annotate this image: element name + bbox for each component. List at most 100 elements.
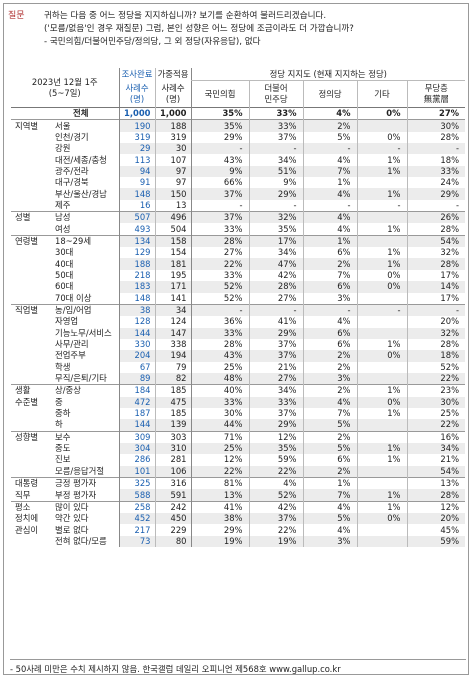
party-percent: 1% <box>356 258 407 270</box>
weighted-count: 82 <box>154 372 191 385</box>
weighted-count: 141 <box>154 292 191 305</box>
party-percent: 28% <box>190 234 249 248</box>
party-percent: - <box>406 143 466 155</box>
row-label: 부산/울산/경남 <box>55 188 107 199</box>
party-percent <box>356 234 407 248</box>
table-row: 사무/관리 330 338 28% 37% 6% 1% 28% <box>11 338 466 351</box>
weighted-count: 13 <box>154 199 191 212</box>
weighted-count: 316 <box>154 477 191 490</box>
row-label: 모름/응답거절 <box>55 465 105 476</box>
sample-count: 129 <box>118 247 155 259</box>
party-percent: 35% <box>190 119 249 132</box>
party-percent: 12% <box>406 500 466 514</box>
party-percent: 23% <box>406 384 466 397</box>
table-row: 대구/경북 91 97 66% 9% 1% 24% <box>11 177 466 189</box>
weighted-count: 319 <box>154 131 191 144</box>
row-label: 부정 평가자 <box>55 489 97 500</box>
party-percent: 28% <box>406 131 466 144</box>
party-percent <box>356 524 407 536</box>
party-percent: 48% <box>190 372 249 385</box>
party-percent: - <box>248 303 303 317</box>
party-percent: 71% <box>190 430 249 443</box>
party-percent: 5% <box>302 131 357 144</box>
sample-count: 188 <box>118 258 155 270</box>
party-percent: 2% <box>302 350 357 362</box>
party-percent: 33% <box>190 223 249 236</box>
party-percent: 22% <box>190 465 249 478</box>
row-label: 전업주부 <box>55 350 86 361</box>
weighted-count: 154 <box>154 247 191 259</box>
weighted-count: 450 <box>154 513 191 525</box>
party-percent: 54% <box>406 465 466 478</box>
sample-count: 319 <box>118 131 155 144</box>
group-label <box>11 454 49 465</box>
group-label <box>11 132 49 143</box>
group-label: 연령별 <box>11 234 49 248</box>
sample-count: 128 <box>118 316 155 328</box>
group-label <box>11 223 49 235</box>
party-percent: 36% <box>190 316 249 328</box>
row-label: 40대 <box>55 258 74 269</box>
party-percent: 1% <box>356 154 407 166</box>
party-percent: 52% <box>190 292 249 305</box>
party-percent: - <box>302 143 357 155</box>
weighted-count: 338 <box>154 338 191 351</box>
group-label <box>11 200 49 212</box>
party-percent: 4% <box>248 477 303 490</box>
weighted-count: 79 <box>154 361 191 373</box>
party-percent <box>356 419 407 432</box>
party-header-ppp: 국민의힘 <box>190 80 249 108</box>
party-percent: 4% <box>302 154 357 166</box>
party-percent: 19% <box>248 535 303 548</box>
table-row: 중도 304 310 25% 35% 5% 1% 34% <box>11 442 466 455</box>
group-label <box>11 316 49 327</box>
table-row: 대통령 긍정 평가자 325 316 81% 4% 1% 13% <box>11 477 466 490</box>
row-label: 대구/경북 <box>55 177 89 188</box>
party-percent: 0% <box>356 350 407 362</box>
party-percent: 34% <box>248 247 303 259</box>
party-percent <box>356 430 407 443</box>
n2-header-top: 가중적용 <box>154 68 191 81</box>
table-row: 전체 1,000 1,000 35% 33% 4% 0% 27% <box>11 107 466 120</box>
table-row: 기능노무/서비스 144 147 33% 29% 6% 32% <box>11 327 466 339</box>
weighted-count: 475 <box>154 396 191 408</box>
sample-count: 325 <box>118 477 155 490</box>
party-percent: 7% <box>302 407 357 420</box>
party-percent: 27% <box>248 372 303 385</box>
group-label: 성향별 <box>11 430 49 443</box>
party-percent: 27% <box>248 292 303 305</box>
weighted-count: 97 <box>154 177 191 189</box>
table-row: 진보 286 281 12% 59% 6% 1% 21% <box>11 454 466 466</box>
party-percent: 1% <box>356 500 407 514</box>
sample-count: 101 <box>118 465 155 478</box>
n1-header-top: 조사완료 <box>118 68 155 81</box>
table-row: 인천/경기 319 319 29% 37% 5% 0% 28% <box>11 131 466 144</box>
sample-count: 94 <box>118 165 155 178</box>
party-percent: 42% <box>248 500 303 514</box>
party-percent: 16% <box>406 430 466 443</box>
party-percent: 26% <box>406 211 466 224</box>
sample-count: 588 <box>118 489 155 502</box>
party-percent: 20% <box>406 316 466 328</box>
weighted-count: 147 <box>154 327 191 339</box>
party-percent: 37% <box>190 211 249 224</box>
party-percent: 29% <box>248 188 303 200</box>
sample-count: 16 <box>118 199 155 212</box>
party-percent: 28% <box>406 223 466 236</box>
sample-count: 1,000 <box>118 107 155 120</box>
group-label <box>11 408 49 419</box>
row-label: 학생 <box>55 361 71 372</box>
party-percent: 4% <box>302 211 357 224</box>
table-row: 하 144 139 44% 29% 5% 22% <box>11 419 466 432</box>
party-percent: 41% <box>190 500 249 514</box>
party-percent: 22% <box>406 372 466 385</box>
table-row: 70대 이상 148 141 52% 27% 3% 17% <box>11 292 466 305</box>
table-row: 생활 상/중상 184 185 40% 34% 2% 1% 23% <box>11 384 466 397</box>
group-label: 생활 <box>11 384 49 397</box>
party-percent: 52% <box>190 281 249 293</box>
group-label: 지역별 <box>11 119 49 132</box>
party-percent: 52% <box>248 489 303 502</box>
party-percent: 35% <box>248 223 303 236</box>
row-label: 중 <box>55 396 63 407</box>
period-line: 2023년 12월 1주 <box>31 76 98 87</box>
